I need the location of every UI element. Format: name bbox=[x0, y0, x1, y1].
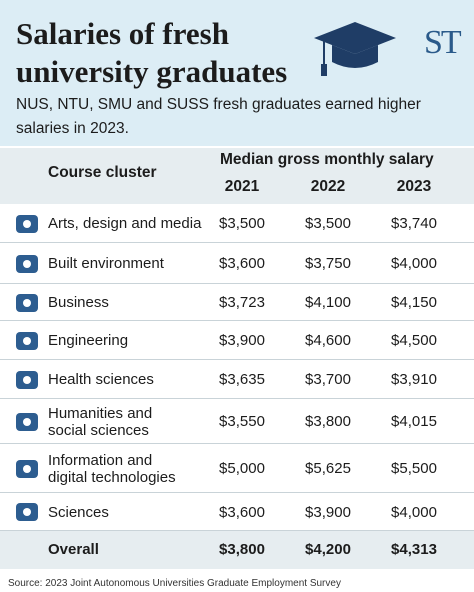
cell: $3,723 bbox=[219, 294, 265, 311]
row-icon bbox=[16, 370, 38, 389]
total-label: Overall bbox=[48, 541, 99, 558]
cap-icon bbox=[314, 22, 396, 76]
row-icon bbox=[16, 254, 38, 273]
table-row: Business $3,723 $4,100 $4,150 bbox=[0, 284, 474, 321]
cell: $4,150 bbox=[391, 294, 437, 311]
subtitle-line: NUS, NTU, SMU and SUSS fresh graduates e… bbox=[16, 96, 421, 113]
subtitle-line: salaries in 2023. bbox=[16, 120, 129, 137]
row-icon bbox=[16, 293, 38, 312]
row-label: Built environment bbox=[48, 255, 164, 272]
cell: $3,750 bbox=[305, 255, 351, 272]
cell: $3,910 bbox=[391, 371, 437, 388]
cell: $3,600 bbox=[219, 503, 265, 521]
cell: $4,500 bbox=[391, 332, 437, 349]
total-row: Overall $3,800 $4,200 $4,313 bbox=[0, 531, 474, 569]
cell: $5,000 bbox=[219, 460, 265, 477]
cell: $4,015 bbox=[391, 413, 437, 430]
cell: $4,600 bbox=[305, 332, 351, 349]
cell: $3,900 bbox=[219, 332, 265, 349]
cell: $4,000 bbox=[391, 503, 437, 521]
row-label: Engineering bbox=[48, 332, 128, 349]
table-row: Built environment $3,600 $3,750 $4,000 bbox=[0, 243, 474, 284]
year-header: 2023 bbox=[396, 178, 432, 195]
total-cell: $3,800 bbox=[219, 541, 265, 558]
row-icon bbox=[16, 412, 38, 431]
column-header: Course cluster bbox=[48, 164, 157, 181]
cell: $3,500 bbox=[219, 215, 265, 232]
year-header: 2022 bbox=[310, 178, 346, 195]
cell: $3,550 bbox=[219, 413, 265, 430]
table-row: Sciences $3,600 $3,900 $4,000 bbox=[0, 493, 474, 531]
title-line: university graduates bbox=[16, 54, 288, 89]
label-line: Built environment bbox=[48, 255, 164, 272]
row-label: Sciences bbox=[48, 504, 109, 521]
row-icon bbox=[16, 459, 38, 478]
row-icon bbox=[16, 331, 38, 350]
table-header bbox=[0, 148, 474, 204]
row-label: Humanities and social sciences bbox=[48, 405, 152, 439]
label-line: social sciences bbox=[48, 421, 149, 439]
logo: ST bbox=[424, 24, 462, 61]
row-label: Business bbox=[48, 294, 109, 311]
table-row: Arts, design and media $3,500 $3,500 $3,740 bbox=[0, 204, 474, 243]
table-row: Information and digital technologies $5,00… bbox=[0, 444, 474, 493]
label-line: Health sciences bbox=[48, 371, 154, 388]
table-row: Health sciences $3,635 $3,700 $3,910 bbox=[0, 360, 474, 399]
label-line: Humanities and bbox=[48, 404, 153, 422]
header bbox=[0, 0, 474, 146]
row-label: Information and digital technologies bbox=[48, 452, 176, 486]
cell: $3,500 bbox=[305, 215, 351, 232]
cell: $3,635 bbox=[219, 371, 265, 388]
table-row: Engineering $3,900 $4,600 $4,500 bbox=[0, 321, 474, 360]
row-icon bbox=[16, 503, 38, 521]
label-line: Sciences bbox=[48, 503, 109, 521]
row-icon bbox=[16, 214, 38, 233]
cell: $5,625 bbox=[305, 460, 351, 477]
row-label: Arts, design and media bbox=[48, 215, 201, 232]
total-cell: $4,200 bbox=[305, 541, 351, 558]
cell: $3,800 bbox=[305, 413, 351, 430]
cell: $3,700 bbox=[305, 371, 351, 388]
label-line: Information and bbox=[48, 451, 153, 469]
year-header: 2021 bbox=[224, 178, 260, 195]
title-line: Salaries of fresh bbox=[16, 16, 229, 51]
cell: $3,900 bbox=[305, 503, 351, 521]
source: Source: 2023 Joint Autonomous Universiti… bbox=[8, 578, 341, 589]
cell: $3,600 bbox=[219, 255, 265, 272]
group-header: Median gross monthly salary bbox=[220, 151, 434, 168]
row-label: Health sciences bbox=[48, 371, 154, 388]
label-line: Engineering bbox=[48, 332, 129, 349]
table-row: Humanities and social sciences $3,550 $3,80… bbox=[0, 399, 474, 444]
cell: $3,740 bbox=[391, 215, 437, 232]
total-cell: $4,313 bbox=[391, 541, 437, 558]
cell: $4,100 bbox=[305, 294, 351, 311]
cell: $5,500 bbox=[391, 460, 437, 477]
label-line: Business bbox=[48, 294, 109, 311]
cell: $4,000 bbox=[391, 255, 437, 272]
label-line: Arts, design and media bbox=[48, 215, 202, 232]
label-line: digital technologies bbox=[48, 468, 176, 486]
